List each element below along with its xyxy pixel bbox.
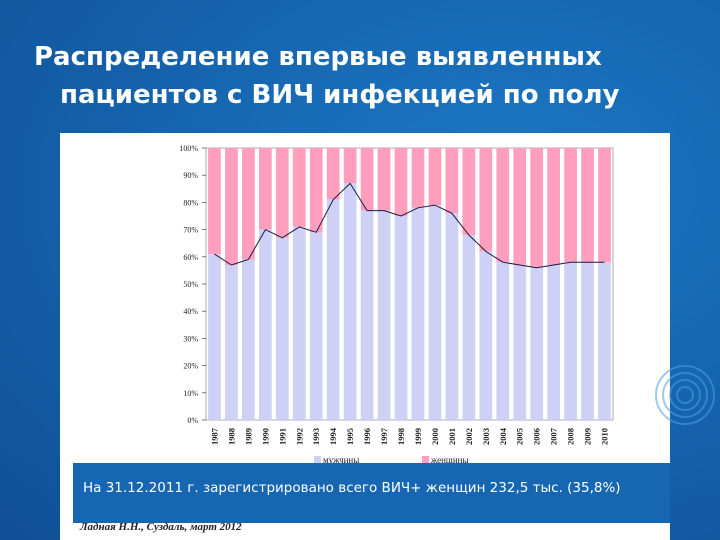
bar-women [581,148,594,263]
legend-swatch-women [422,456,429,463]
legend-swatch-men [314,456,321,463]
x-tick-label: 2010 [600,428,610,445]
title-line-1: Распределение впервые выявленных [34,42,602,72]
bar-men [547,264,561,420]
bar-men [208,254,221,420]
bar-women [530,148,544,268]
y-tick-label: 90% [183,171,198,180]
bar-men [564,262,577,420]
bar-men [428,205,442,420]
bar-men [326,199,340,420]
y-tick-label: 0% [187,416,198,425]
x-tick-label: 1991 [277,428,287,445]
y-tick-label: 30% [183,334,198,343]
bar-women [292,148,306,227]
y-tick-label: 40% [183,307,198,316]
x-tick-label: 1988 [226,428,236,445]
x-tick-label: 1987 [209,427,219,445]
bar-women [208,148,221,255]
bar-men [462,235,476,420]
x-tick-label: 1996 [362,428,372,445]
x-tick-label: 1992 [294,428,304,445]
legend-label-men: мужчины [323,455,359,465]
bar-women [598,148,611,263]
bar-women [445,148,459,214]
bar-men [360,210,374,420]
bar-women [242,148,255,260]
bar-women [343,148,357,184]
x-tick-label: 2002 [464,428,474,445]
slide-title: Распределение впервые выявленных пациент… [34,38,694,114]
bar-women [496,148,510,263]
x-tick-label: 1998 [396,428,406,445]
y-tick-label: 100% [179,144,198,153]
bar-women [479,148,493,252]
y-tick-label: 20% [183,362,198,371]
bar-men [258,229,272,420]
title-line-2: пациентов с ВИЧ инфекцией по полу [60,80,620,110]
bar-women [394,148,408,216]
bar-women [377,148,391,211]
bar-women [309,148,323,233]
x-tick-label: 2004 [498,427,508,445]
bar-men [292,226,306,420]
y-tick-label: 60% [183,253,198,262]
x-tick-label: 1989 [243,428,253,445]
x-tick-label: 1990 [260,428,270,445]
bar-women [513,148,527,265]
bar-men [581,262,594,420]
bar-women [275,148,289,238]
decorative-swirl-icon [655,365,715,425]
bar-women [258,148,272,230]
stacked-bar-chart: 0% 10% 20% 30% 40% 50% 60% 70% 80% 90% 100% 1987 198… [179,144,614,465]
x-tick-label: 1995 [345,428,355,445]
x-tick-label: 1997 [379,427,389,445]
bar-men [411,207,425,420]
bar-women [225,148,238,265]
bar-men [225,264,238,420]
bar-men [275,237,289,420]
bar-women [428,148,442,206]
note-box: На 31.12.2011 г. зарегистрировано всего … [73,463,670,523]
bar-men [394,216,408,420]
x-tick-label: 2001 [447,428,457,445]
legend-label-women: женщины [430,455,469,465]
bar-men [530,267,544,420]
x-tick-label: 2009 [583,428,593,445]
x-tick-label: 2008 [566,428,576,445]
x-tick-label: 2005 [515,428,525,445]
x-tick-label: 1999 [413,428,423,445]
bar-men [598,262,611,420]
bar-men [343,183,357,420]
x-tick-label: 1993 [311,428,321,445]
note-text: На 31.12.2011 г. зарегистрировано всего … [83,480,621,496]
bar-men [377,210,391,420]
x-tick-label: 2003 [481,428,491,445]
bar-men [513,264,527,420]
bar-men [479,251,493,420]
y-tick-label: 10% [183,389,198,398]
bar-men [309,232,323,420]
boundary-line [214,182,605,269]
x-tick-label: 2007 [549,427,559,445]
bar-women [411,148,425,208]
y-tick-label: 50% [183,280,198,289]
plot-area [205,147,614,421]
bar-men [496,262,510,420]
bar-women [326,148,340,200]
bar-men [242,259,255,420]
x-tick-label: 2000 [430,428,440,445]
x-tick-label: 2006 [532,428,542,445]
bar-women [547,148,561,265]
credit-text: Ладная Н.Н., Суздаль, март 2012 [80,521,242,533]
bar-women [360,148,374,211]
y-tick-label: 70% [183,226,198,235]
bar-women [462,148,476,236]
bar-men [445,213,459,420]
x-tick-label: 1994 [328,427,338,445]
y-tick-label: 80% [183,198,198,207]
bar-women [564,148,577,263]
